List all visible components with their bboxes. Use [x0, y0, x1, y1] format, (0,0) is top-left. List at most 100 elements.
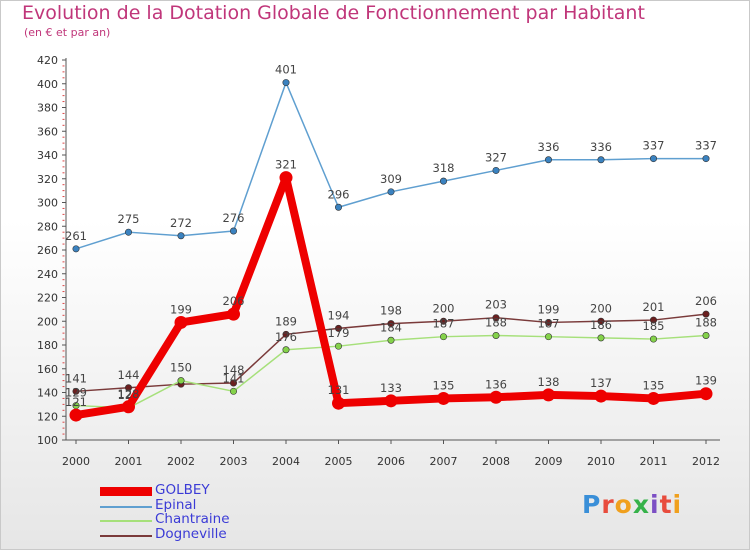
y-minor-tick	[62, 142, 65, 144]
data-point-chantraine	[230, 387, 238, 395]
legend-label-golbey: GOLBEY	[155, 482, 210, 498]
y-minor-tick	[62, 213, 65, 215]
y-tick-label: 180	[37, 339, 58, 352]
y-tick-label: 260	[37, 244, 58, 257]
data-label-golbey: 121	[65, 395, 87, 409]
data-point-golbey	[122, 400, 135, 414]
data-point-chantraine	[334, 342, 342, 350]
legend-swatch-golbey	[100, 487, 152, 496]
data-point-dogneville	[230, 379, 238, 387]
data-point-epinal	[597, 156, 605, 164]
data-point-epinal	[230, 227, 238, 235]
x-tick-label: 2011	[640, 455, 668, 468]
y-minor-tick	[62, 433, 65, 435]
data-point-epinal	[125, 228, 133, 236]
y-minor-tick	[62, 243, 65, 245]
data-label-dogneville: 189	[275, 314, 297, 328]
data-label-epinal: 275	[118, 212, 140, 226]
data-point-epinal	[492, 166, 500, 174]
data-point-golbey	[647, 391, 660, 405]
y-tick-label: 340	[37, 149, 58, 162]
data-point-dogneville	[282, 330, 290, 338]
y-tick-label: 280	[37, 220, 58, 233]
y-minor-tick	[62, 184, 65, 186]
logo-letter: r	[601, 490, 615, 519]
logo-letter: o	[614, 490, 633, 519]
x-tick-label: 2012	[692, 455, 720, 468]
data-point-golbey	[279, 171, 293, 185]
y-minor-tick	[62, 397, 65, 399]
data-point-golbey	[69, 408, 83, 422]
data-label-epinal: 276	[223, 211, 245, 225]
data-point-golbey	[437, 391, 450, 405]
x-tick-label: 2002	[167, 455, 195, 468]
y-minor-tick	[62, 409, 65, 411]
data-point-golbey	[384, 394, 398, 408]
data-label-golbey: 321	[275, 158, 297, 172]
y-minor-tick	[62, 427, 65, 429]
data-label-epinal: 337	[643, 139, 665, 153]
data-label-chantraine: 188	[695, 316, 717, 330]
data-label-epinal: 336	[590, 140, 612, 154]
data-point-golbey	[174, 315, 188, 329]
y-minor-tick	[62, 350, 65, 352]
data-label-epinal: 327	[485, 150, 507, 164]
data-point-dogneville	[544, 318, 552, 326]
legend-swatch-dogneville	[100, 534, 152, 537]
data-point-epinal	[177, 232, 185, 240]
x-tick-label: 2003	[220, 455, 248, 468]
y-minor-tick	[62, 291, 65, 293]
y-minor-tick	[62, 89, 65, 91]
data-point-chantraine	[177, 377, 185, 385]
data-point-dogneville	[702, 310, 710, 318]
data-label-golbey: 133	[380, 381, 402, 395]
data-label-chantraine: 187	[538, 317, 560, 331]
data-label-golbey: 135	[643, 378, 665, 392]
y-minor-tick	[62, 380, 65, 382]
data-point-golbey	[227, 307, 240, 321]
data-label-dogneville: 141	[65, 371, 87, 385]
data-label-chantraine: 184	[380, 320, 402, 334]
data-label-golbey: 199	[170, 302, 192, 316]
data-label-epinal: 336	[538, 140, 560, 154]
y-tick-label: 220	[37, 292, 58, 305]
data-point-dogneville	[72, 387, 80, 395]
y-minor-tick	[62, 77, 65, 79]
x-tick-label: 2005	[325, 455, 353, 468]
logo-letter: i	[672, 490, 683, 519]
y-tick-label: 360	[37, 125, 58, 138]
legend-label-epinal: Epinal	[155, 496, 197, 513]
x-tick-label: 2000	[62, 455, 90, 468]
data-point-epinal	[544, 156, 552, 164]
y-minor-tick	[62, 374, 65, 376]
y-minor-tick	[62, 279, 65, 281]
y-minor-tick	[62, 112, 65, 114]
data-label-epinal: 296	[328, 187, 350, 201]
data-label-dogneville: 148	[223, 363, 245, 377]
data-label-golbey: 128	[118, 387, 140, 401]
data-point-golbey	[332, 396, 345, 410]
y-minor-tick	[62, 255, 65, 257]
data-label-chantraine: 187	[433, 317, 455, 331]
y-minor-tick	[62, 101, 65, 103]
data-label-dogneville: 206	[695, 294, 717, 308]
data-point-golbey	[699, 387, 713, 401]
logo-letter: x	[632, 490, 650, 519]
data-label-chantraine: 176	[275, 330, 297, 344]
data-point-golbey	[542, 388, 555, 402]
y-minor-tick	[62, 190, 65, 192]
y-minor-tick	[62, 338, 65, 340]
data-label-chantraine: 141	[223, 371, 245, 385]
data-point-chantraine	[387, 336, 395, 344]
data-point-golbey	[489, 390, 503, 404]
data-point-dogneville	[387, 320, 395, 328]
y-minor-tick	[62, 386, 65, 388]
data-point-golbey	[594, 389, 608, 403]
data-point-chantraine	[492, 331, 500, 339]
data-point-chantraine	[649, 335, 657, 343]
y-tick-label: 380	[37, 102, 58, 115]
y-minor-tick	[62, 172, 65, 174]
x-tick-label: 2006	[377, 455, 405, 468]
data-point-chantraine	[702, 331, 710, 339]
